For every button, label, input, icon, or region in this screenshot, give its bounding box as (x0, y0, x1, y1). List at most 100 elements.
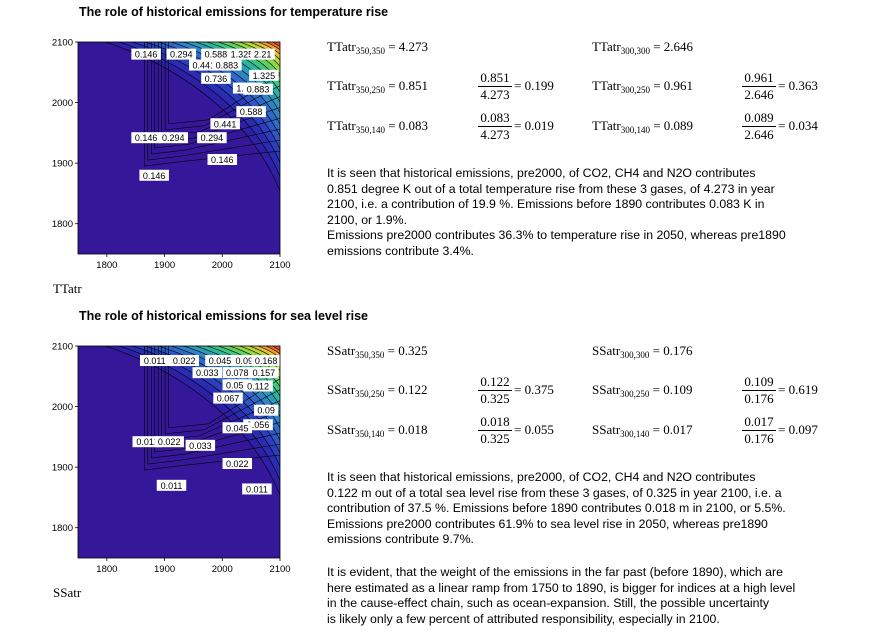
contour-label: 0.588 (205, 50, 228, 60)
contour-line (164, 346, 280, 435)
y-tick-label: 1900 (52, 463, 73, 474)
contour-band (271, 346, 280, 351)
eq-right-row2: TTatr300,250 = 0.961 (592, 78, 694, 95)
contour-label: 0.146 (135, 50, 158, 60)
x-tick-label: 1900 (154, 260, 175, 271)
x-tick-label: 2000 (212, 260, 233, 271)
contour-label-box (132, 436, 163, 448)
contour-label-box (201, 48, 231, 60)
contour-line (168, 42, 280, 125)
x-tick-label: 1800 (96, 260, 117, 271)
contour-label: 0.011 (144, 356, 166, 366)
contour-label-box (254, 404, 279, 416)
contour-label-box (140, 355, 170, 367)
contour-label-box (201, 72, 231, 84)
y-tick-label: 2000 (52, 402, 73, 413)
contour-label: 0.168 (255, 356, 278, 366)
eq-right-row3: TTatr300,140 = 0.089 (592, 118, 694, 135)
contour-label: 0.588 (240, 107, 263, 117)
contour-label: 1.325 (253, 71, 276, 81)
eq-right-row3: SSatr300,140 = 0.017 (592, 422, 693, 439)
plot-frame (77, 41, 281, 255)
contour-label: 0.441 (193, 61, 216, 71)
paragraph-conclusion: It is evident, that the weight of the em… (327, 565, 796, 626)
contour-label-box (222, 422, 253, 434)
x-tick-label: 2100 (269, 260, 290, 271)
contour-label-box (166, 48, 197, 60)
fraction-row2-right: 0.109 0.176 = 0.619 (742, 374, 818, 406)
contour-line (150, 346, 280, 459)
contour-label: 2.21 (254, 50, 272, 60)
contour-label: 0.157 (253, 368, 276, 378)
contour-line (154, 346, 280, 453)
contour-label: 0.056 (226, 380, 249, 390)
contour-label-box (232, 355, 257, 367)
contour-label-box (207, 154, 238, 166)
eq-right-row2: SSatr300,250 = 0.109 (592, 382, 693, 399)
contour-label-box (185, 439, 216, 451)
contour-label-box (131, 48, 161, 60)
x-tick-label: 1800 (96, 564, 117, 575)
contour-label: 0.033 (189, 441, 212, 451)
y-tick-label: 2100 (52, 342, 73, 353)
section-title-sea-level: The role of historical emissions for sea… (79, 309, 369, 323)
contour-label: 1.325 (231, 50, 254, 60)
contour-label-box (250, 48, 275, 60)
contour-label: 0.441 (214, 119, 237, 129)
contour-label-box (236, 106, 266, 118)
contour-label-box (243, 380, 273, 392)
y-tick-label: 2000 (52, 98, 73, 109)
contour-label: 0.736 (205, 74, 228, 84)
contour-label-box (249, 69, 279, 81)
contour-label: 0.294 (201, 133, 224, 143)
eq-right-row1: SSatr300,300 = 0.176 (592, 343, 693, 360)
contour-label-box (212, 59, 242, 71)
contour-label-box (205, 355, 235, 367)
contour-label: 0.045 (226, 423, 249, 433)
contour-label-box (222, 367, 253, 379)
x-tick-label: 2100 (269, 564, 290, 575)
plot-variable-label: TTatr (53, 281, 82, 296)
plot-variable-label: SSatr (53, 585, 82, 600)
fraction-row2-left: 0.122 0.325 = 0.375 (478, 374, 554, 406)
contour-label: 0.033 (196, 368, 219, 378)
contour-label: 0.883 (216, 61, 239, 71)
contour-label: 0.056 (247, 420, 270, 430)
y-tick-label: 1800 (52, 219, 73, 230)
eq-left-row1: TTatr350,350 = 4.273 (327, 39, 429, 56)
paragraph-temperature: It is seen that historical emissions, pr… (327, 166, 786, 258)
contour-label: 0.09 (257, 406, 275, 416)
contour-line (150, 42, 280, 155)
eq-left-row3: SSatr350,140 = 0.018 (327, 422, 428, 439)
contour-line (154, 42, 280, 149)
fraction-row3-right: 0.017 0.176 = 0.097 (742, 414, 818, 446)
contour-label-box (169, 355, 199, 367)
eq-left-row2: SSatr350,250 = 0.122 (327, 382, 428, 399)
contour-label: 0.022 (173, 356, 196, 366)
contour-label: 0.045 (209, 356, 232, 366)
contour-label-box (154, 436, 184, 448)
contour-label: 0.146 (135, 133, 158, 143)
y-tick-label: 1900 (52, 159, 73, 170)
contour-label: 0.294 (170, 50, 193, 60)
contour-label: 0.078 (226, 368, 249, 378)
contour-label: 0.294 (162, 133, 185, 143)
contour-line (147, 42, 280, 161)
fraction-row3-left: 0.083 4.273 = 0.019 (478, 110, 554, 142)
y-tick-label: 1800 (52, 523, 73, 534)
contour-label-box (189, 59, 219, 71)
contour-label: 0.067 (217, 394, 240, 404)
contour-label-box (213, 392, 243, 404)
contour-label-box (243, 83, 273, 95)
contour-plot-ssatr: 0.011 0.022 0.045 0.09 0.168 0.033 0.078 0.157 0… (52, 342, 291, 576)
eq-left-row2: TTatr350,250 = 0.851 (327, 78, 429, 95)
y-tick-label: 2100 (52, 38, 73, 49)
contour-line (147, 346, 280, 465)
contour-label-box (197, 132, 227, 144)
contour-label-box (222, 458, 253, 470)
contour-label: 0.011 (246, 484, 268, 494)
contour-label-box (243, 419, 273, 431)
plot-frame (77, 345, 281, 559)
fraction-row2-right: 0.961 2.646 = 0.363 (742, 70, 818, 102)
